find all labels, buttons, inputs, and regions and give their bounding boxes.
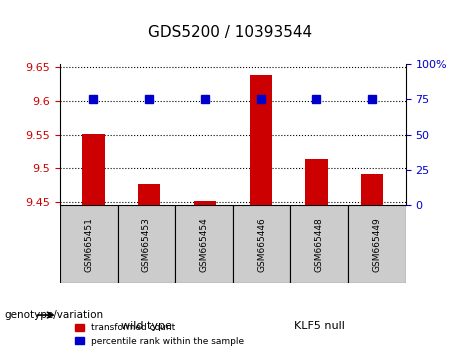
Text: GSM665454: GSM665454 bbox=[200, 217, 208, 272]
Bar bbox=[194, 201, 216, 205]
Text: GDS5200 / 10393544: GDS5200 / 10393544 bbox=[148, 25, 313, 40]
FancyBboxPatch shape bbox=[175, 205, 233, 283]
Bar bbox=[361, 173, 384, 205]
FancyBboxPatch shape bbox=[118, 205, 175, 283]
Legend: transformed count, percentile rank within the sample: transformed count, percentile rank withi… bbox=[71, 320, 248, 349]
Text: wild type: wild type bbox=[121, 321, 172, 331]
Text: genotype/variation: genotype/variation bbox=[5, 310, 104, 320]
FancyBboxPatch shape bbox=[233, 205, 290, 283]
Text: GSM665449: GSM665449 bbox=[372, 217, 381, 272]
FancyBboxPatch shape bbox=[290, 205, 348, 283]
Bar bbox=[249, 75, 272, 205]
FancyBboxPatch shape bbox=[60, 205, 118, 283]
Text: KLF5 null: KLF5 null bbox=[294, 321, 345, 331]
FancyBboxPatch shape bbox=[348, 205, 406, 283]
Text: GSM665451: GSM665451 bbox=[84, 217, 93, 272]
Bar bbox=[305, 159, 328, 205]
Bar bbox=[138, 184, 160, 205]
Bar bbox=[82, 134, 105, 205]
Text: GSM665453: GSM665453 bbox=[142, 217, 151, 272]
Text: GSM665446: GSM665446 bbox=[257, 217, 266, 272]
Text: GSM665448: GSM665448 bbox=[315, 217, 324, 272]
